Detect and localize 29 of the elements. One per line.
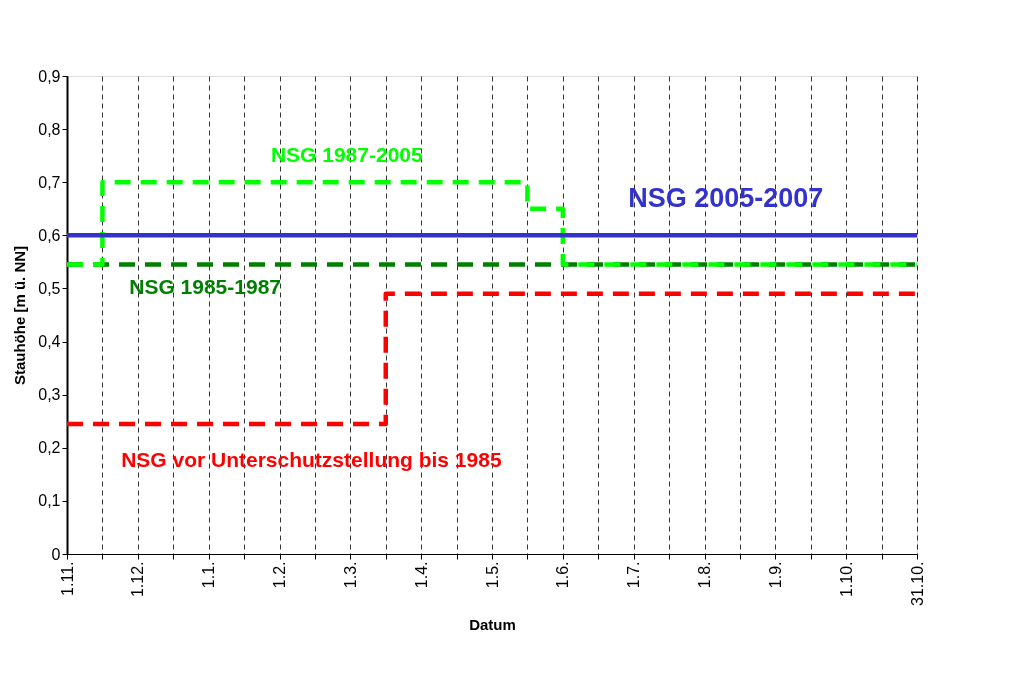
y-axis-title: Stauhöhe [m ü. NN] [11,245,29,386]
x-tick-label: 1.12. [129,561,147,598]
series-label: NSG vor Unterschutzstellung bis 1985 [121,448,502,472]
x-tick-label: 1.3. [341,561,359,589]
x-tick-label: 1.1. [200,561,218,589]
y-tick-label: 0,6 [38,226,61,244]
x-tick-label: 1.10. [837,561,855,598]
y-tick-label: 0,1 [38,492,61,510]
series-label: NSG 2005-2007 [628,183,824,214]
x-tick-label: 1.11. [58,561,76,596]
y-tick-label: 0,2 [38,439,61,457]
series-label: NSG 1987-2005 [270,142,423,166]
y-tick-label: 0,7 [38,173,61,191]
y-tick-label: 0,3 [38,386,61,404]
x-tick-label: 31.10. [908,561,926,606]
x-tick-label: 1.5. [483,561,501,589]
x-tick-label: 1.7. [625,561,643,589]
y-tick-label: 0,4 [38,333,61,351]
x-tick-label: 1.2. [271,561,288,589]
y-tick-label: 0 [51,545,61,563]
series-label: NSG 1985-1987 [129,275,282,299]
x-axis-title: Datum [469,615,516,633]
x-tick-label: 1.9. [766,561,784,589]
y-tick-label: 0,9 [38,67,61,85]
x-tick-label: 1.4. [412,561,430,589]
y-tick-label: 0,8 [38,120,61,138]
y-tick-label: 0,5 [38,279,61,297]
x-tick-label: 1.8. [696,561,713,589]
x-tick-label: 1.6. [554,561,572,589]
